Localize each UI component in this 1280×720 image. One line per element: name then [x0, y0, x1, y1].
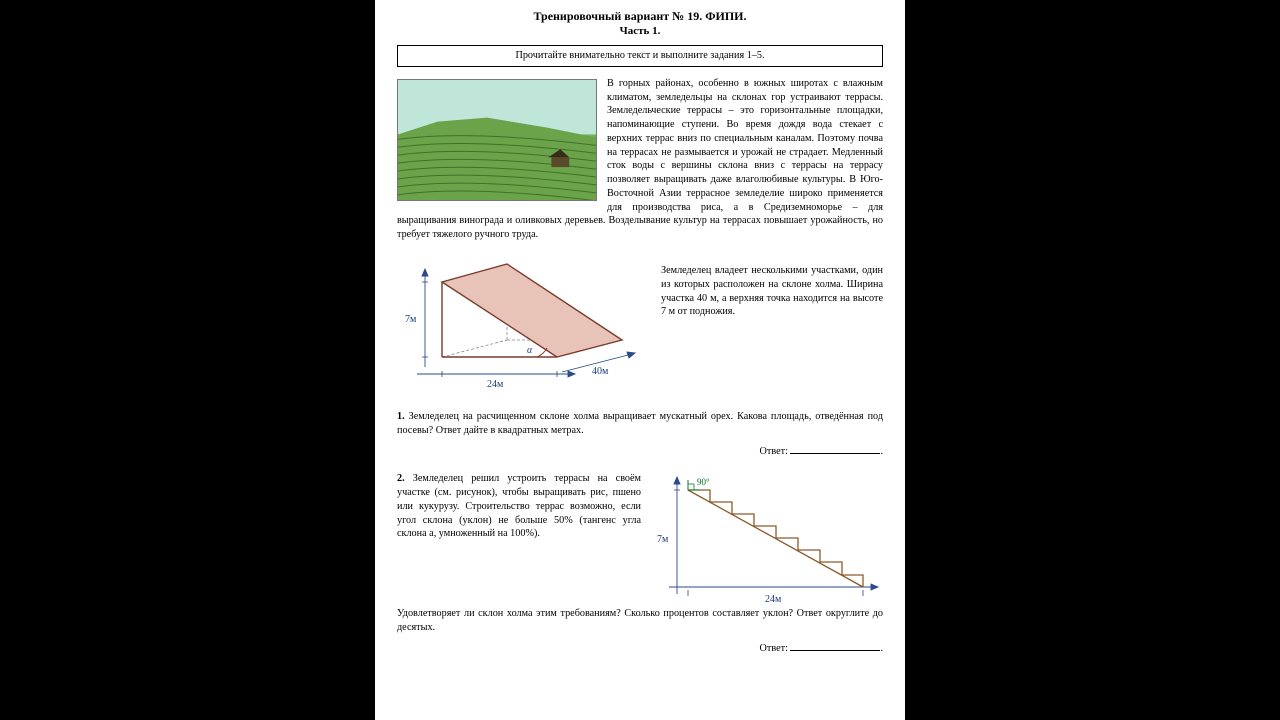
answer-blank-1[interactable] [790, 444, 880, 454]
task-2-answer: Ответ: . [397, 641, 883, 656]
slope-diagram: α 7м 24м 40м [397, 252, 647, 402]
terrace-photo-svg [398, 80, 596, 201]
task-2-text: Земледелец решил устроить террасы на сво… [397, 473, 641, 539]
task-2-followup: Удовлетворяет ли склон холма этим требов… [397, 607, 883, 635]
task-2-textblock: 2. Земледелец решил устроить террасы на … [397, 472, 641, 541]
task-1-answer: Ответ: . [397, 444, 883, 459]
task-2-num: 2. [397, 473, 405, 484]
document-page: Тренировочный вариант № 19. ФИПИ. Часть … [375, 0, 905, 720]
angle-alpha-label: α [527, 345, 533, 356]
task-1-num: 1. [397, 411, 405, 422]
instruction-text: Прочитайте внимательно текст и выполните… [515, 50, 764, 61]
answer-label-1: Ответ: [760, 446, 788, 457]
terrace-steps-diagram: 90° 7м 24м [653, 472, 883, 607]
problem-setup-row: α 7м 24м 40м Земледелец владеет нескольк… [397, 252, 883, 402]
task-2-row: 2. Земледелец решил устроить террасы на … [397, 472, 883, 607]
answer-blank-2[interactable] [790, 641, 880, 651]
task-1: 1. Земледелец на расчищенном склоне холм… [397, 410, 883, 438]
task-1-text: Земледелец на расчищенном склоне холма в… [397, 411, 883, 436]
intro-block: В горных районах, особенно в южных широт… [397, 77, 883, 242]
doc-part: Часть 1. [397, 24, 883, 39]
terrace-photo [397, 79, 597, 201]
problem-setup-text: Земледелец владеет несколькими участками… [661, 252, 883, 319]
right-angle-label: 90° [697, 477, 710, 487]
doc-title: Тренировочный вариант № 19. ФИПИ. [397, 8, 883, 24]
d2-base: 24м [765, 594, 782, 605]
dim-width: 40м [592, 366, 609, 377]
dim-height: 7м [405, 314, 417, 325]
d2-height: 7м [657, 534, 669, 545]
dim-base: 24м [487, 379, 504, 390]
answer-label-2: Ответ: [760, 643, 788, 654]
instruction-box: Прочитайте внимательно текст и выполните… [397, 45, 883, 67]
